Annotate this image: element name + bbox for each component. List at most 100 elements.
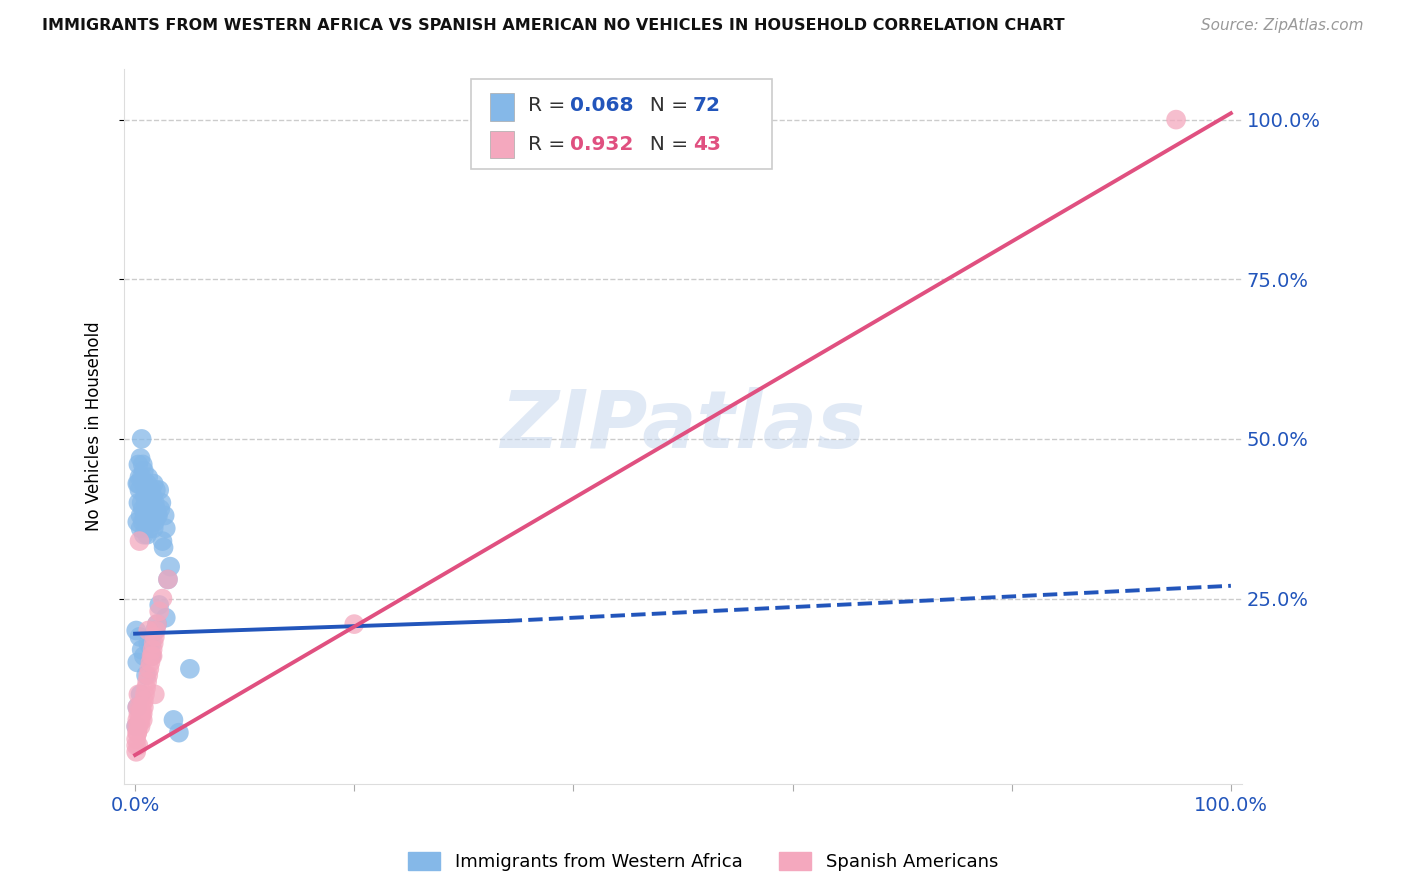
- Point: [142, 508, 165, 523]
- Point: [141, 483, 163, 497]
- Point: [179, 662, 201, 676]
- Point: [132, 502, 155, 516]
- Point: [127, 739, 149, 753]
- Point: [132, 464, 155, 478]
- Point: [141, 636, 163, 650]
- Point: [134, 508, 156, 523]
- Point: [146, 617, 169, 632]
- Point: [138, 489, 160, 503]
- Point: [128, 713, 150, 727]
- Point: [127, 700, 149, 714]
- Y-axis label: No Vehicles in Household: No Vehicles in Household: [86, 321, 103, 531]
- Point: [143, 630, 166, 644]
- Text: IMMIGRANTS FROM WESTERN AFRICA VS SPANISH AMERICAN NO VEHICLES IN HOUSEHOLD CORR: IMMIGRANTS FROM WESTERN AFRICA VS SPANIS…: [42, 18, 1064, 33]
- Point: [159, 559, 181, 574]
- Point: [142, 642, 165, 657]
- Point: [132, 713, 155, 727]
- Point: [135, 681, 157, 695]
- Text: N =: N =: [637, 95, 695, 114]
- Point: [148, 483, 170, 497]
- Point: [135, 496, 157, 510]
- Point: [139, 656, 162, 670]
- Point: [343, 617, 366, 632]
- Point: [138, 521, 160, 535]
- Point: [125, 719, 148, 733]
- Point: [155, 611, 177, 625]
- Point: [134, 489, 156, 503]
- Point: [148, 598, 170, 612]
- Point: [143, 687, 166, 701]
- Point: [141, 515, 163, 529]
- Point: [139, 496, 162, 510]
- Point: [131, 470, 153, 484]
- Text: 0.068: 0.068: [569, 95, 634, 114]
- Point: [132, 476, 155, 491]
- Point: [142, 476, 165, 491]
- Point: [127, 713, 149, 727]
- Point: [127, 725, 149, 739]
- Point: [128, 470, 150, 484]
- Point: [132, 458, 155, 472]
- Point: [135, 483, 157, 497]
- Point: [136, 636, 159, 650]
- Point: [127, 706, 149, 721]
- Point: [136, 476, 159, 491]
- Point: [132, 515, 155, 529]
- Point: [136, 674, 159, 689]
- Point: [125, 739, 148, 753]
- Point: [135, 515, 157, 529]
- Point: [145, 624, 167, 638]
- Point: [149, 502, 172, 516]
- Point: [129, 713, 152, 727]
- Point: [136, 508, 159, 523]
- Text: ZIPatlas: ZIPatlas: [501, 387, 866, 465]
- Point: [125, 732, 148, 747]
- Point: [139, 502, 162, 516]
- Point: [145, 483, 167, 497]
- Point: [127, 725, 149, 739]
- Point: [141, 648, 163, 663]
- Point: [138, 662, 160, 676]
- Text: Source: ZipAtlas.com: Source: ZipAtlas.com: [1201, 18, 1364, 33]
- Point: [1164, 112, 1187, 127]
- Point: [162, 713, 184, 727]
- Point: [142, 521, 165, 535]
- Point: [152, 541, 174, 555]
- Text: 0.932: 0.932: [569, 135, 634, 154]
- Point: [127, 496, 149, 510]
- Point: [136, 624, 159, 638]
- Point: [142, 489, 165, 503]
- Point: [132, 527, 155, 541]
- Point: [153, 508, 176, 523]
- Point: [131, 706, 153, 721]
- Point: [156, 573, 179, 587]
- FancyBboxPatch shape: [471, 79, 772, 169]
- Point: [125, 624, 148, 638]
- Point: [127, 656, 149, 670]
- Point: [132, 694, 155, 708]
- Point: [127, 687, 149, 701]
- Text: N =: N =: [637, 135, 695, 154]
- Point: [127, 458, 149, 472]
- Text: R =: R =: [527, 135, 571, 154]
- Point: [127, 515, 149, 529]
- Point: [131, 432, 153, 446]
- Point: [143, 515, 166, 529]
- Point: [128, 534, 150, 549]
- Point: [143, 496, 166, 510]
- Point: [155, 521, 177, 535]
- Point: [131, 642, 153, 657]
- Text: 43: 43: [693, 135, 721, 154]
- Point: [127, 700, 149, 714]
- Point: [131, 496, 153, 510]
- Point: [152, 534, 174, 549]
- Point: [129, 521, 152, 535]
- Point: [135, 668, 157, 682]
- FancyBboxPatch shape: [489, 94, 515, 120]
- Point: [129, 719, 152, 733]
- Point: [143, 624, 166, 638]
- Point: [129, 508, 152, 523]
- FancyBboxPatch shape: [489, 131, 515, 159]
- Point: [134, 687, 156, 701]
- Legend: Immigrants from Western Africa, Spanish Americans: Immigrants from Western Africa, Spanish …: [401, 845, 1005, 879]
